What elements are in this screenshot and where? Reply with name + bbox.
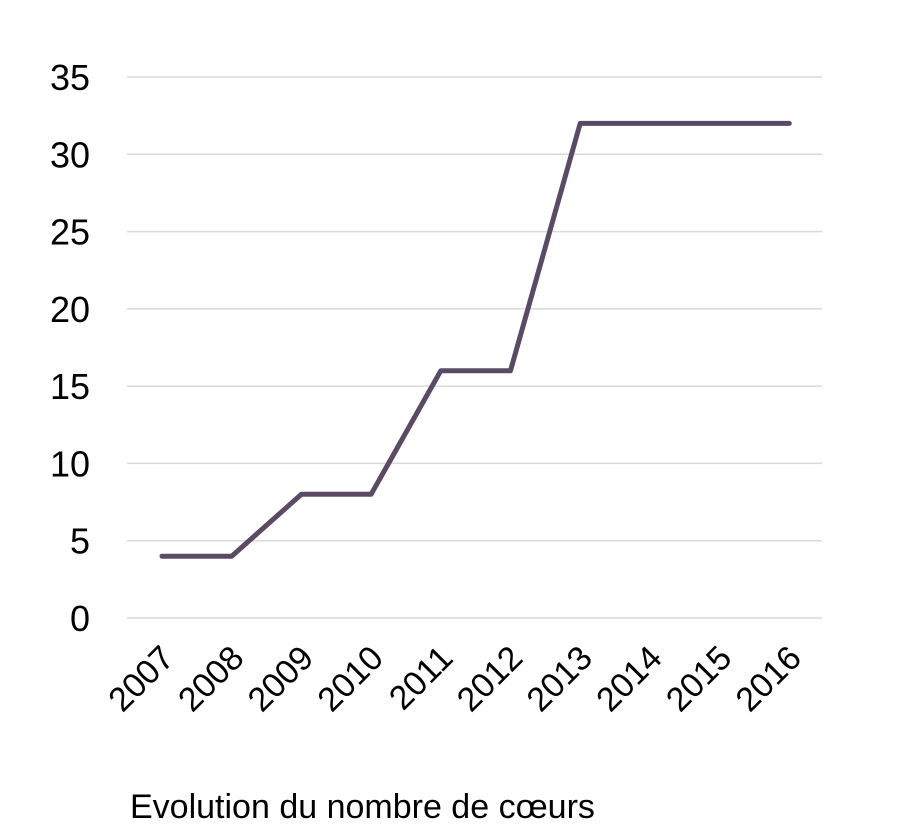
y-axis-tick-labels: 0 5 10 15 20 25 30 35 xyxy=(50,57,90,639)
x-tick-label: 2011 xyxy=(382,639,461,718)
x-tick-label: 2009 xyxy=(241,639,321,719)
x-tick-label: 2016 xyxy=(729,639,809,719)
series-layer xyxy=(162,123,790,556)
series-line-0 xyxy=(162,123,789,556)
y-tick-label: 0 xyxy=(70,598,90,639)
gridlines xyxy=(127,77,822,618)
y-tick-label: 5 xyxy=(70,521,90,562)
x-tick-label: 2013 xyxy=(520,639,600,719)
x-tick-label: 2007 xyxy=(101,639,181,719)
x-tick-label: 2014 xyxy=(589,639,669,719)
y-tick-label: 25 xyxy=(50,212,90,253)
y-tick-label: 10 xyxy=(50,443,90,484)
x-tick-label: 2010 xyxy=(310,639,390,719)
x-tick-label: 2012 xyxy=(450,639,530,719)
y-tick-label: 15 xyxy=(50,366,90,407)
y-tick-label: 30 xyxy=(50,134,90,175)
y-tick-label: 35 xyxy=(50,57,90,98)
x-tick-label: 2015 xyxy=(659,639,739,719)
x-tick-label: 2008 xyxy=(171,639,251,719)
chart-caption: Evolution du nombre de cœurs xyxy=(130,788,595,827)
y-tick-label: 20 xyxy=(50,289,90,330)
